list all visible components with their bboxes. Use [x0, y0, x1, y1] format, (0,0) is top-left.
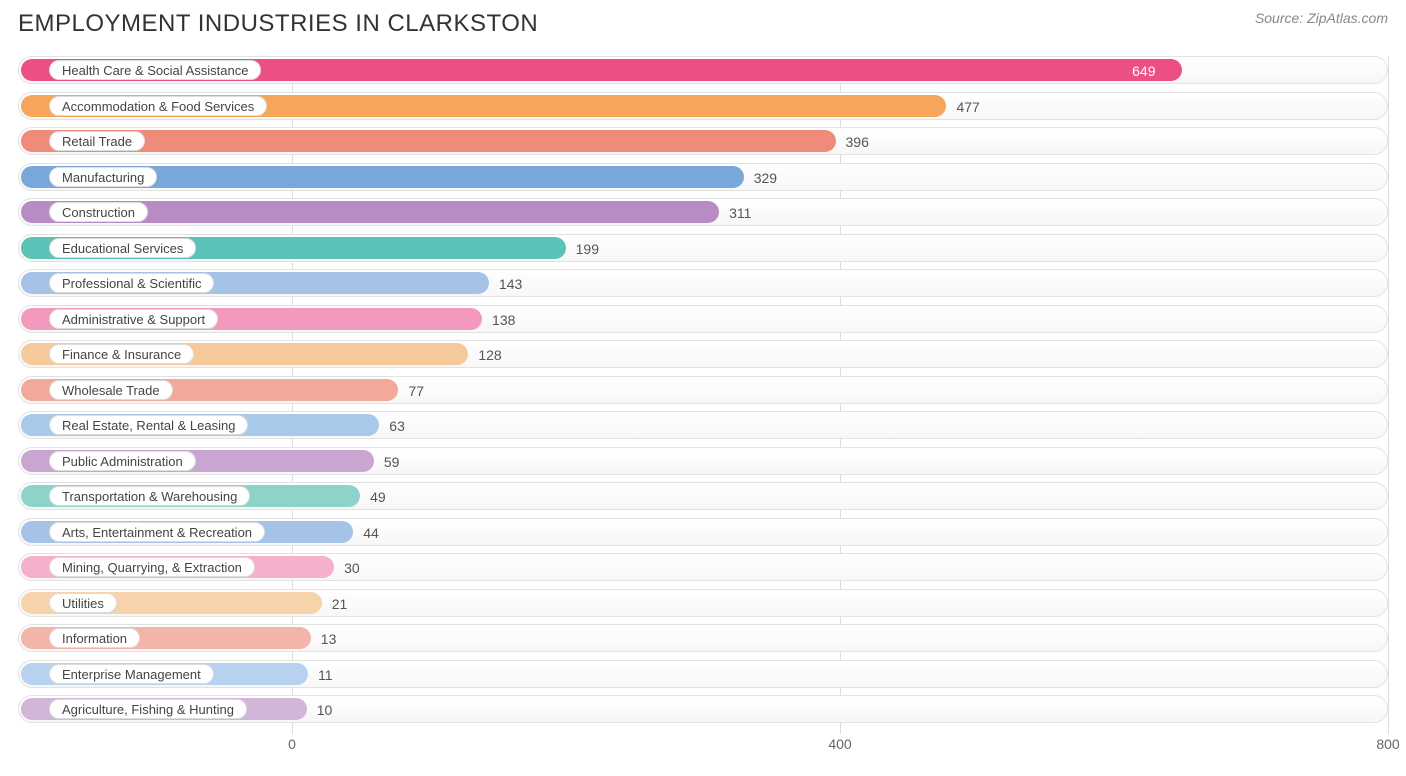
bar-value-label: 21: [332, 590, 348, 618]
bar-rows-container: Health Care & Social Assistance 649 Accomm…: [18, 56, 1388, 723]
bar-row: Finance & Insurance 128: [18, 340, 1388, 368]
bar-value-label: 138: [492, 306, 515, 334]
bar-label-pill: Wholesale Trade: [49, 380, 173, 400]
bar-label-pill: Public Administration: [49, 451, 196, 471]
x-axis-labels: 0400800: [18, 736, 1388, 756]
x-axis-tick-label: 800: [1376, 736, 1399, 752]
bar-row: Agriculture, Fishing & Hunting 10: [18, 695, 1388, 723]
bar-value-label: 128: [478, 341, 501, 369]
bar-row: Professional & Scientific 143: [18, 269, 1388, 297]
bar-label-pill: Information: [49, 628, 140, 648]
bar-value-label: 59: [384, 448, 400, 476]
bar-label-pill: Construction: [49, 202, 148, 222]
bar-value-label: 477: [956, 93, 979, 121]
bar-label-pill: Manufacturing: [49, 167, 157, 187]
bar-value-label: 30: [344, 554, 360, 582]
bar-label-pill: Professional & Scientific: [49, 273, 214, 293]
bar-value-label: 649: [1132, 57, 1155, 85]
bar-label-pill: Transportation & Warehousing: [49, 486, 250, 506]
bar-value-label: 49: [370, 483, 386, 511]
bar-row: Real Estate, Rental & Leasing 63: [18, 411, 1388, 439]
bar-value-label: 143: [499, 270, 522, 298]
bar-row: Educational Services 199: [18, 234, 1388, 262]
bar-label-pill: Arts, Entertainment & Recreation: [49, 522, 265, 542]
bar-value-label: 13: [321, 625, 337, 653]
bar-row: Transportation & Warehousing 49: [18, 482, 1388, 510]
x-axis-tick-label: 0: [288, 736, 296, 752]
bar-row: Construction 311: [18, 198, 1388, 226]
bar-value-label: 77: [408, 377, 424, 405]
bar-value-label: 11: [318, 661, 333, 689]
bar-row: Retail Trade 396: [18, 127, 1388, 155]
bar-value-label: 63: [389, 412, 405, 440]
chart-source: Source: ZipAtlas.com: [1255, 10, 1388, 26]
bar-row: Manufacturing 329: [18, 163, 1388, 191]
bar-value-label: 199: [576, 235, 599, 263]
chart-title: EMPLOYMENT INDUSTRIES IN CLARKSTON: [18, 10, 538, 38]
bar-label-pill: Mining, Quarrying, & Extraction: [49, 557, 255, 577]
bar-row: Accommodation & Food Services 477: [18, 92, 1388, 120]
bar-label-pill: Real Estate, Rental & Leasing: [49, 415, 248, 435]
bar-value-label: 44: [363, 519, 379, 547]
bar-label-pill: Health Care & Social Assistance: [49, 60, 261, 80]
bar-row: Administrative & Support 138: [18, 305, 1388, 333]
bar-row: Information 13: [18, 624, 1388, 652]
bar-row: Wholesale Trade 77: [18, 376, 1388, 404]
bar-row: Health Care & Social Assistance 649: [18, 56, 1388, 84]
chart-header: EMPLOYMENT INDUSTRIES IN CLARKSTON Sourc…: [18, 10, 1388, 38]
gridline: [1388, 56, 1389, 734]
bar-label-pill: Accommodation & Food Services: [49, 96, 267, 116]
bar-label-pill: Finance & Insurance: [49, 344, 194, 364]
bar-label-pill: Educational Services: [49, 238, 196, 258]
bar-label-pill: Administrative & Support: [49, 309, 218, 329]
bar-row: Mining, Quarrying, & Extraction 30: [18, 553, 1388, 581]
bar-row: Utilities 21: [18, 589, 1388, 617]
bar-row: Arts, Entertainment & Recreation 44: [18, 518, 1388, 546]
bar-value-label: 329: [754, 164, 777, 192]
bar-label-pill: Utilities: [49, 593, 117, 613]
bar-label-pill: Retail Trade: [49, 131, 145, 151]
bar-value-label: 10: [317, 696, 333, 724]
bar-value-label: 396: [846, 128, 869, 156]
bar-row: Enterprise Management 11: [18, 660, 1388, 688]
bar-label-pill: Enterprise Management: [49, 664, 214, 684]
bar-row: Public Administration 59: [18, 447, 1388, 475]
chart-area: Health Care & Social Assistance 649 Accomm…: [18, 56, 1388, 756]
bar-label-pill: Agriculture, Fishing & Hunting: [49, 699, 247, 719]
bar-value-label: 311: [729, 199, 751, 227]
x-axis-tick-label: 400: [828, 736, 851, 752]
